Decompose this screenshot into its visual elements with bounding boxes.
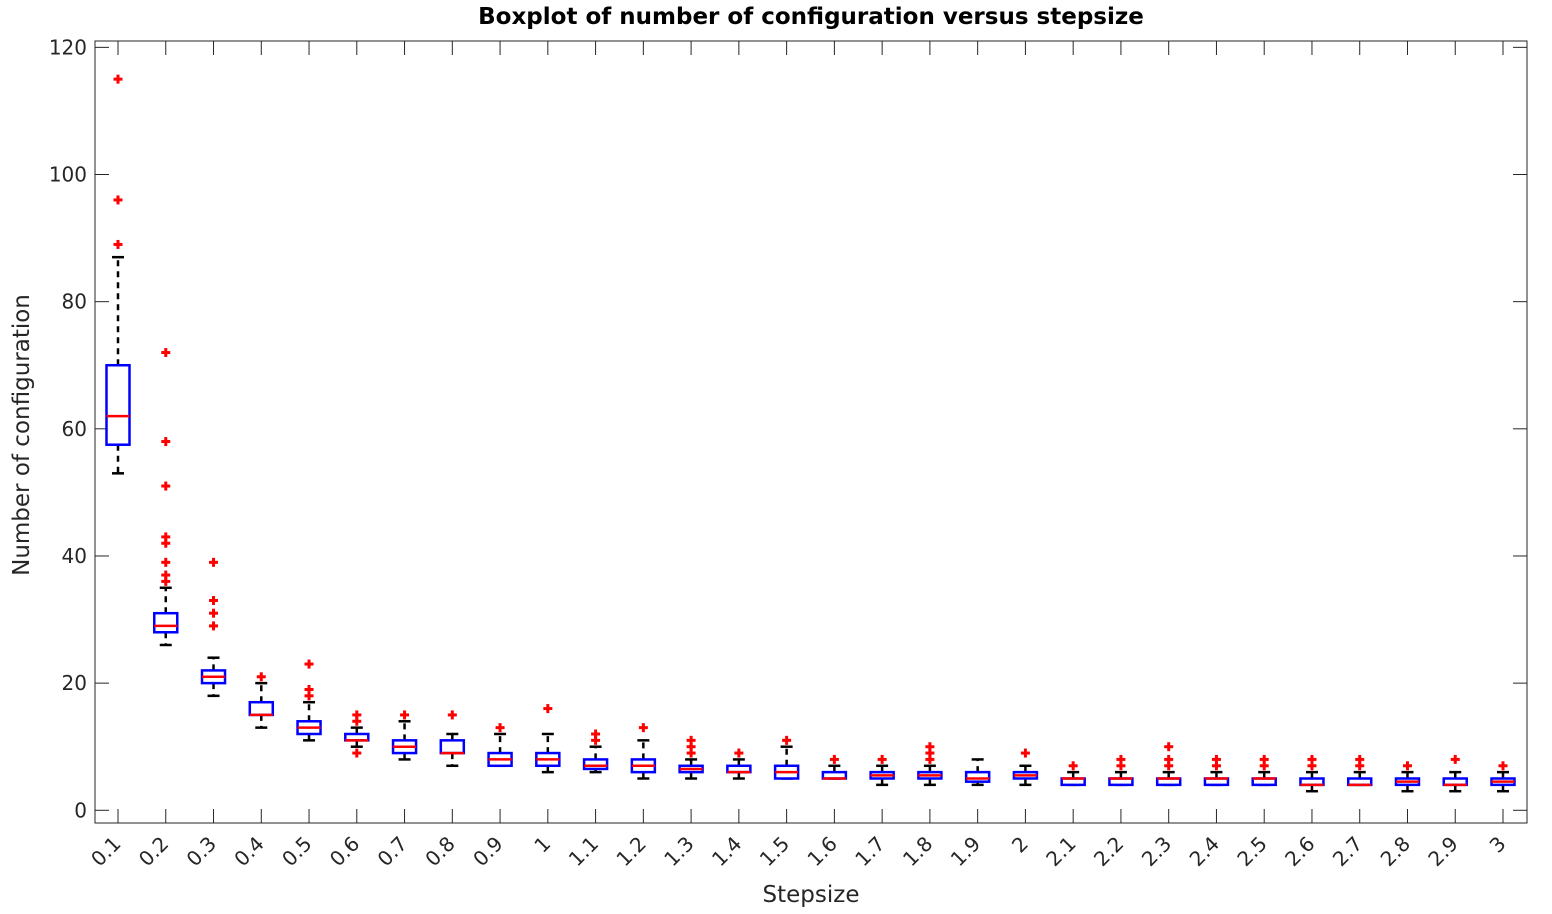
x-tick-label: 1.9 [946, 832, 985, 871]
outlier-marker [209, 557, 219, 567]
axes-frame [94, 40, 1528, 824]
outlier-marker [1020, 748, 1030, 758]
x-tick-label: 1.8 [898, 832, 937, 871]
x-tick-label: 2.1 [1041, 832, 1080, 871]
outlier-marker [352, 716, 362, 726]
x-tick-label: 1.2 [611, 832, 650, 871]
x-tick-label: 2.2 [1089, 832, 1128, 871]
x-tick-label: 0.2 [134, 832, 173, 871]
x-tick-label: 2.6 [1280, 832, 1319, 871]
outlier-marker [925, 754, 935, 764]
x-tick-label: 1.6 [802, 832, 841, 871]
outlier-marker [161, 348, 171, 358]
box-iqr [964, 770, 991, 783]
outlier-marker [161, 481, 171, 491]
x-tick-label: 0.5 [277, 832, 316, 871]
x-tick-label: 1.1 [564, 832, 603, 871]
outlier-marker [1211, 761, 1221, 771]
box-iqr [248, 700, 275, 717]
outlier-marker [782, 735, 792, 745]
outlier-marker [638, 723, 648, 733]
y-tick-label: 40 [62, 544, 87, 568]
y-tick-label: 80 [62, 290, 87, 314]
outlier-marker [829, 754, 839, 764]
box-iqr [105, 363, 131, 446]
x-tick-label: 2.3 [1137, 832, 1176, 871]
x-tick-label: 0.1 [86, 832, 125, 871]
x-tick-label: 1 [529, 832, 555, 858]
box-iqr [439, 739, 466, 755]
x-tick-label: 2.4 [1185, 832, 1224, 871]
outlier-marker [400, 710, 410, 720]
outlier-marker [304, 659, 314, 669]
outlier-marker [1116, 761, 1126, 771]
outlier-marker [1498, 761, 1508, 771]
y-tick-label: 20 [62, 671, 87, 695]
x-axis-label: Stepsize [762, 882, 860, 908]
x-tick-label: 2.8 [1376, 832, 1415, 871]
box-iqr [153, 611, 179, 634]
outlier-marker [256, 672, 266, 682]
outlier-marker [1164, 761, 1174, 771]
outlier-marker [734, 748, 744, 758]
outlier-marker [543, 704, 553, 714]
y-tick-label: 100 [49, 163, 87, 187]
outlier-marker [1355, 761, 1365, 771]
chart-title: Boxplot of number of configuration versu… [478, 4, 1144, 30]
x-tick-label: 1.3 [659, 832, 698, 871]
outlier-marker [209, 595, 219, 605]
outlier-marker [877, 754, 887, 764]
x-tick-label: 0.6 [325, 832, 364, 871]
x-tick-label: 2.9 [1423, 832, 1462, 871]
y-tick-label: 60 [62, 417, 87, 441]
outlier-marker [209, 608, 219, 618]
outlier-marker [161, 538, 171, 548]
outlier-marker [686, 748, 696, 758]
x-tick-label: 3 [1485, 832, 1511, 858]
x-tick-label: 0.7 [373, 832, 412, 871]
x-tick-label: 2.7 [1328, 832, 1367, 871]
x-tick-label: 1.4 [707, 832, 746, 871]
y-tick-label: 120 [49, 35, 87, 59]
outlier-marker [161, 576, 171, 586]
y-tick-label: 0 [74, 798, 87, 822]
x-tick-label: 1.7 [850, 832, 889, 871]
x-tick-label: 2 [1007, 832, 1033, 858]
outlier-marker [1450, 754, 1460, 764]
outlier-marker [1164, 742, 1174, 752]
outlier-marker [1259, 761, 1269, 771]
x-tick-label: 0.3 [182, 832, 221, 871]
x-tick-label: 0.4 [229, 832, 268, 871]
outlier-marker [591, 735, 601, 745]
x-tick-label: 0.9 [468, 832, 507, 871]
outlier-marker [1402, 761, 1412, 771]
outlier-marker [161, 437, 171, 447]
outlier-marker [113, 195, 123, 205]
outlier-marker [161, 557, 171, 567]
outlier-marker [1068, 761, 1078, 771]
x-tick-label: 2.5 [1232, 832, 1271, 871]
outlier-marker [495, 723, 505, 733]
outlier-marker [447, 710, 457, 720]
outlier-marker [113, 74, 123, 84]
y-axis-label: Number of configuration [9, 294, 35, 576]
outlier-marker [304, 691, 314, 701]
box-iqr [582, 758, 609, 771]
outlier-marker [352, 748, 362, 758]
outlier-marker [113, 239, 123, 249]
outlier-marker [1307, 761, 1317, 771]
x-tick-label: 0.8 [420, 832, 459, 871]
x-tick-label: 1.5 [755, 832, 794, 871]
outlier-marker [209, 621, 219, 631]
